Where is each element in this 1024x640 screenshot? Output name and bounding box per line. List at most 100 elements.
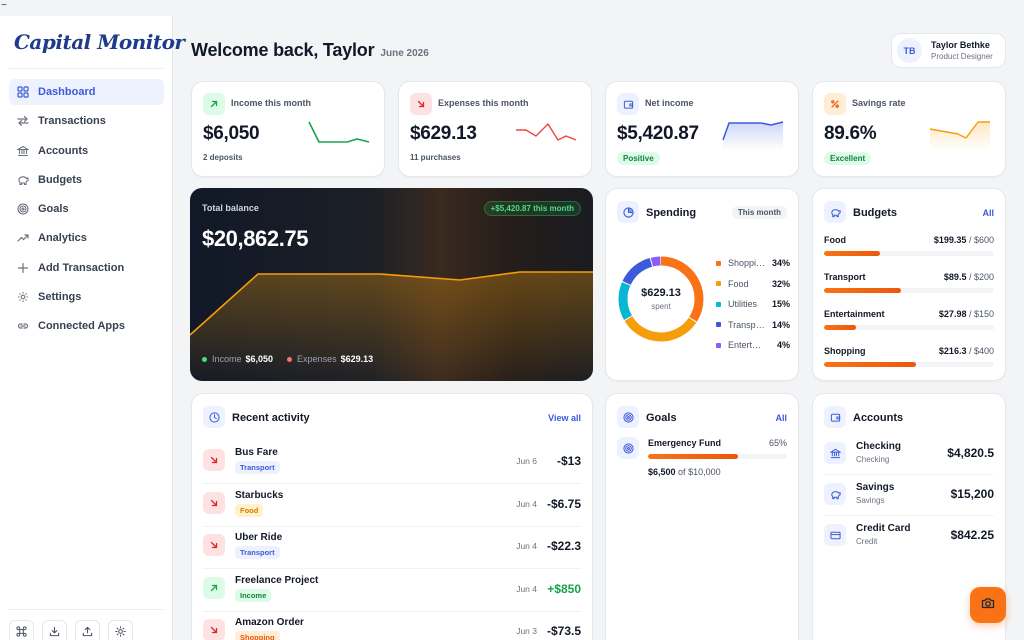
transaction-row[interactable]: Bus Fare Transport Jun 6 -$13 bbox=[203, 442, 581, 484]
sidebar-item-settings[interactable]: Settings bbox=[9, 284, 164, 310]
expenses-sparkline bbox=[516, 123, 577, 141]
budget-amount: $199.35 / $600 bbox=[933, 235, 994, 245]
legend-swatch bbox=[716, 301, 721, 307]
welcome-text: Welcome back, Taylor bbox=[191, 40, 375, 60]
budget-progress-track bbox=[824, 288, 994, 293]
download-button[interactable] bbox=[42, 620, 67, 640]
transaction-name: Uber Ride bbox=[235, 532, 283, 543]
transaction-row[interactable]: Starbucks Food Jun 4 -$6.75 bbox=[203, 485, 581, 527]
legend-pct: 4% bbox=[776, 340, 790, 351]
spending-total-label: spent bbox=[651, 302, 671, 311]
legend-name: Transport bbox=[728, 319, 766, 330]
account-row-checking[interactable]: Checking Checking $4,820.5 bbox=[824, 434, 994, 475]
transaction-row[interactable]: Uber Ride Transport Jun 4 -$22.3 bbox=[203, 527, 581, 569]
budget-name: Shopping bbox=[824, 346, 866, 356]
arrows-swap-icon bbox=[17, 115, 29, 127]
account-row-credit-card[interactable]: Credit Card Credit $842.25 bbox=[824, 516, 994, 557]
pie-chart-icon bbox=[617, 201, 639, 223]
view-all-link[interactable]: View all bbox=[548, 413, 581, 423]
legend-name: Utilities bbox=[728, 299, 758, 310]
legend-swatch bbox=[716, 260, 721, 266]
budget-progress-fill bbox=[824, 362, 916, 367]
period-selector[interactable]: This month bbox=[731, 206, 787, 219]
spending-total: $629.13 bbox=[641, 287, 681, 299]
sidebar-item-connected-apps[interactable]: Connected Apps bbox=[9, 313, 164, 339]
legend-income-label: Income bbox=[212, 354, 242, 364]
goals-card: Goals All Emergency Fund 65% $6,500 of $… bbox=[605, 393, 799, 640]
user-role: Product Designer bbox=[931, 51, 993, 61]
arrow-down-right-icon bbox=[203, 534, 225, 556]
budget-row[interactable]: Transport $89.5 / $200 bbox=[824, 272, 994, 306]
account-row-savings[interactable]: Savings Savings $15,200 bbox=[824, 475, 994, 516]
budget-limit: $600 bbox=[973, 235, 994, 245]
transaction-row[interactable]: Freelance Project Income Jun 4 +$850 bbox=[203, 570, 581, 612]
sidebar-item-add-transaction[interactable]: Add Transaction bbox=[9, 255, 164, 281]
target-icon bbox=[617, 437, 639, 459]
command-button[interactable] bbox=[9, 620, 34, 640]
transaction-amount: +$850 bbox=[547, 582, 581, 596]
piggy-bank-icon bbox=[17, 174, 29, 186]
sidebar-item-label: Budgets bbox=[38, 173, 82, 186]
legend-income-value: $6,050 bbox=[245, 354, 274, 364]
arrow-up-right-icon bbox=[203, 577, 225, 599]
user-name: Taylor Bethke bbox=[931, 39, 990, 50]
transaction-amount: -$6.75 bbox=[546, 497, 581, 511]
budget-row[interactable]: Shopping $216.3 / $400 bbox=[824, 346, 994, 380]
legend-dot bbox=[202, 357, 207, 363]
piggy-bank-icon bbox=[824, 483, 846, 505]
status-badge: Positive bbox=[617, 152, 660, 165]
budget-spent: $27.98 bbox=[938, 309, 967, 319]
brand-logo[interactable]: Capital Monitor bbox=[14, 30, 185, 54]
stat-card-net-income[interactable]: Net income $5,420.87 Positive bbox=[605, 81, 799, 177]
stat-value: $6,050 bbox=[203, 123, 260, 144]
divider bbox=[8, 609, 164, 610]
budget-progress-track bbox=[824, 362, 994, 367]
sidebar-item-dashboard[interactable]: Dashboard bbox=[9, 79, 164, 105]
card-title: Spending bbox=[646, 207, 697, 219]
top-glyph: ~ bbox=[1, 0, 7, 11]
budgets-all-link[interactable]: All bbox=[982, 208, 994, 218]
target-icon bbox=[617, 406, 639, 428]
legend-pct: 32% bbox=[771, 278, 790, 289]
sidebar-item-budgets[interactable]: Budgets bbox=[9, 167, 164, 193]
theme-toggle-button[interactable] bbox=[108, 620, 133, 640]
goals-all-link[interactable]: All bbox=[775, 413, 787, 423]
stat-card-expenses[interactable]: Expenses this month $629.13 11 purchases bbox=[398, 81, 592, 177]
sidebar-item-transactions[interactable]: Transactions bbox=[9, 108, 164, 134]
camera-icon bbox=[981, 596, 995, 615]
total-balance-card[interactable]: Total balance +$5,420.87 this month $20,… bbox=[190, 188, 593, 381]
balance-area-chart bbox=[190, 271, 593, 381]
user-profile[interactable]: TB Taylor Bethke Product Designer bbox=[891, 33, 1006, 68]
camera-fab-button[interactable] bbox=[970, 587, 1006, 623]
wallet-icon bbox=[617, 93, 639, 115]
card-title: Goals bbox=[646, 412, 677, 424]
transaction-name: Amazon Order bbox=[235, 617, 304, 628]
page-title: Welcome back, Taylor June 2026 bbox=[191, 40, 429, 61]
stat-card-savings-rate[interactable]: Savings rate 89.6% Excellent bbox=[812, 81, 1006, 177]
legend-name: Food bbox=[728, 278, 749, 289]
arrow-down-right-icon bbox=[203, 492, 225, 514]
divider bbox=[8, 68, 164, 69]
sidebar-item-label: Add Transaction bbox=[38, 261, 125, 274]
budget-row[interactable]: Entertainment $27.98 / $150 bbox=[824, 309, 994, 343]
transaction-name: Bus Fare bbox=[235, 447, 278, 458]
stat-sub: 11 purchases bbox=[410, 153, 461, 162]
budget-row[interactable]: Food $199.35 / $600 bbox=[824, 235, 994, 269]
gear-icon bbox=[17, 291, 29, 303]
arrow-down-right-icon bbox=[203, 619, 225, 640]
stat-card-income[interactable]: Income this month $6,050 2 deposits bbox=[191, 81, 385, 177]
sidebar-item-analytics[interactable]: Analytics bbox=[9, 225, 164, 251]
goal-saved: $6,500 bbox=[648, 467, 676, 477]
budget-limit: $400 bbox=[973, 346, 994, 356]
transaction-name: Starbucks bbox=[235, 490, 284, 501]
sidebar-item-accounts[interactable]: Accounts bbox=[9, 138, 164, 164]
transaction-row[interactable]: Amazon Order Shopping Jun 3 -$73.5 bbox=[203, 612, 581, 640]
link-icon bbox=[17, 320, 29, 332]
grid-icon bbox=[17, 86, 29, 98]
upload-button[interactable] bbox=[75, 620, 100, 640]
budget-progress-track bbox=[824, 251, 994, 256]
stat-label: Net income bbox=[645, 98, 694, 108]
card-title: Accounts bbox=[853, 412, 904, 424]
sidebar-item-goals[interactable]: Goals bbox=[9, 196, 164, 222]
net-income-sparkline bbox=[722, 121, 784, 150]
